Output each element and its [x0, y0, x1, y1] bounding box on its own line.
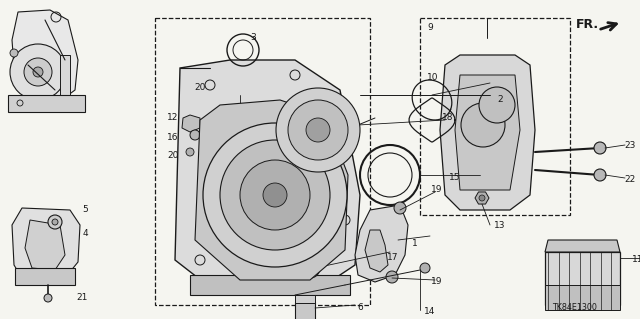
Circle shape	[288, 100, 348, 160]
Text: 13: 13	[494, 221, 506, 231]
Circle shape	[300, 258, 320, 278]
Circle shape	[461, 103, 505, 147]
Circle shape	[594, 169, 606, 181]
Polygon shape	[545, 240, 620, 252]
Text: FR.: FR.	[575, 18, 598, 31]
Polygon shape	[25, 220, 65, 270]
Text: 2: 2	[497, 95, 503, 105]
Circle shape	[33, 67, 43, 77]
Polygon shape	[295, 295, 315, 303]
Circle shape	[240, 160, 310, 230]
Polygon shape	[60, 55, 70, 102]
Text: 16: 16	[167, 133, 179, 143]
Text: 9: 9	[427, 24, 433, 33]
Polygon shape	[182, 115, 200, 132]
Polygon shape	[12, 10, 78, 105]
Text: 22: 22	[625, 175, 636, 184]
Polygon shape	[355, 205, 408, 282]
Circle shape	[594, 142, 606, 154]
Text: 17: 17	[387, 254, 399, 263]
Polygon shape	[475, 192, 489, 204]
Polygon shape	[195, 100, 348, 280]
Polygon shape	[545, 285, 620, 310]
Text: 10: 10	[428, 73, 439, 83]
Text: 21: 21	[76, 293, 88, 302]
Polygon shape	[440, 55, 535, 210]
Text: 3: 3	[250, 33, 256, 42]
Text: 12: 12	[167, 114, 179, 122]
Text: 15: 15	[449, 174, 461, 182]
Circle shape	[48, 215, 62, 229]
Circle shape	[263, 183, 287, 207]
Circle shape	[394, 202, 406, 214]
Circle shape	[220, 140, 330, 250]
Text: 19: 19	[431, 278, 443, 286]
Circle shape	[24, 58, 52, 86]
Polygon shape	[295, 302, 315, 319]
Text: TK84E1300: TK84E1300	[552, 303, 597, 313]
Circle shape	[479, 195, 485, 201]
Circle shape	[52, 219, 58, 225]
Circle shape	[386, 271, 398, 283]
Circle shape	[190, 130, 200, 140]
Polygon shape	[455, 75, 520, 190]
Text: 1: 1	[412, 240, 418, 249]
Text: 20: 20	[195, 84, 205, 93]
Polygon shape	[365, 230, 388, 272]
Text: 19: 19	[431, 186, 443, 195]
Text: 5: 5	[82, 205, 88, 214]
Polygon shape	[8, 95, 85, 112]
Circle shape	[479, 87, 515, 123]
Circle shape	[348, 120, 358, 130]
Polygon shape	[190, 275, 350, 295]
Text: 11: 11	[632, 256, 640, 264]
Text: 6: 6	[357, 303, 363, 313]
Circle shape	[186, 148, 194, 156]
Polygon shape	[15, 268, 75, 285]
Circle shape	[203, 123, 347, 267]
Polygon shape	[175, 60, 360, 295]
Circle shape	[44, 294, 52, 302]
Circle shape	[10, 44, 66, 100]
Circle shape	[420, 263, 430, 273]
Circle shape	[306, 118, 330, 142]
Text: 20: 20	[167, 151, 179, 160]
Text: 23: 23	[624, 140, 636, 150]
Text: 18: 18	[442, 114, 454, 122]
Polygon shape	[12, 208, 80, 278]
Polygon shape	[545, 252, 620, 305]
Circle shape	[276, 88, 360, 172]
Text: 4: 4	[82, 228, 88, 238]
Text: 14: 14	[424, 308, 436, 316]
Circle shape	[10, 49, 18, 57]
